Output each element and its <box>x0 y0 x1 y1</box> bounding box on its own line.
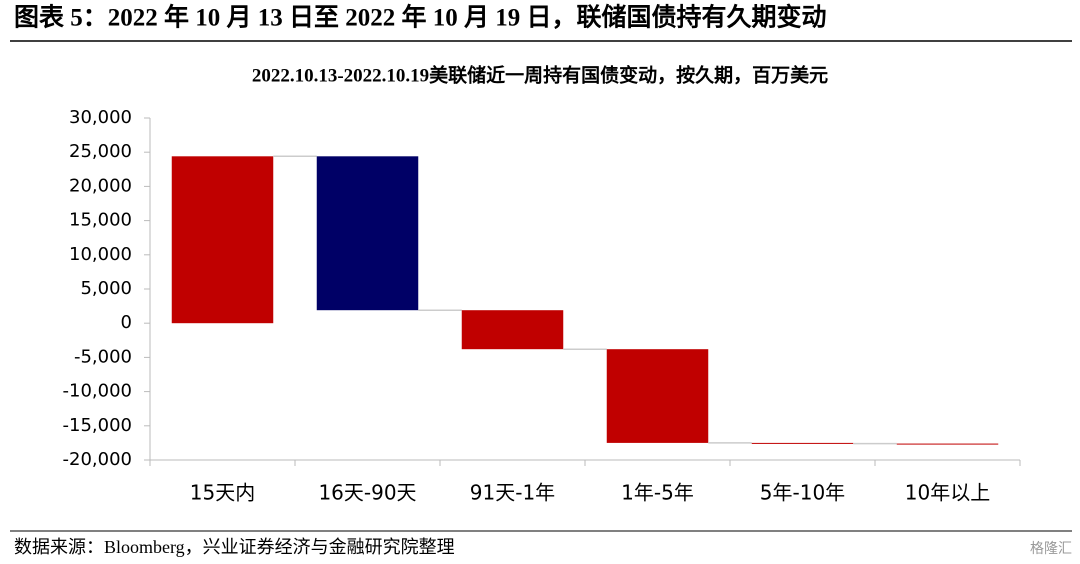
x-tick-label: 10年以上 <box>905 481 990 505</box>
y-tick-label: -20,000 <box>63 449 132 470</box>
y-tick-label: 10,000 <box>69 244 132 265</box>
bar <box>316 156 419 311</box>
y-tick-label: 25,000 <box>69 141 132 162</box>
x-tick-label: 5年-10年 <box>760 481 845 505</box>
y-tick-label: 15,000 <box>69 210 132 231</box>
y-tick-label: 5,000 <box>80 278 132 299</box>
y-tick-label: 30,000 <box>69 107 132 128</box>
y-tick-label: 0 <box>121 312 132 333</box>
header-title: 图表 5：2022 年 10 月 13 日至 2022 年 10 月 19 日，… <box>14 3 827 32</box>
bar <box>606 349 709 443</box>
watermark: 格隆汇 <box>1030 541 1072 557</box>
x-tick-label: 16天-90天 <box>318 481 416 505</box>
bar <box>171 156 274 324</box>
chart-title: 2022.10.13-2022.10.19美联储近一周持有国债变动，按久期，百万… <box>252 63 828 86</box>
x-tick-label: 91天-1年 <box>470 481 555 505</box>
x-tick-label: 15天内 <box>190 481 255 505</box>
y-tick-label: -5,000 <box>74 346 132 367</box>
bar <box>461 310 564 350</box>
bar <box>896 443 999 445</box>
y-tick-label: -10,000 <box>63 381 132 402</box>
x-tick-label: 1年-5年 <box>621 481 694 505</box>
y-tick-label: -15,000 <box>63 415 132 436</box>
y-tick-label: 20,000 <box>69 175 132 196</box>
bar <box>751 442 854 444</box>
source: 数据来源：Bloomberg，兴业证券经济与金融研究院整理 <box>14 537 455 557</box>
